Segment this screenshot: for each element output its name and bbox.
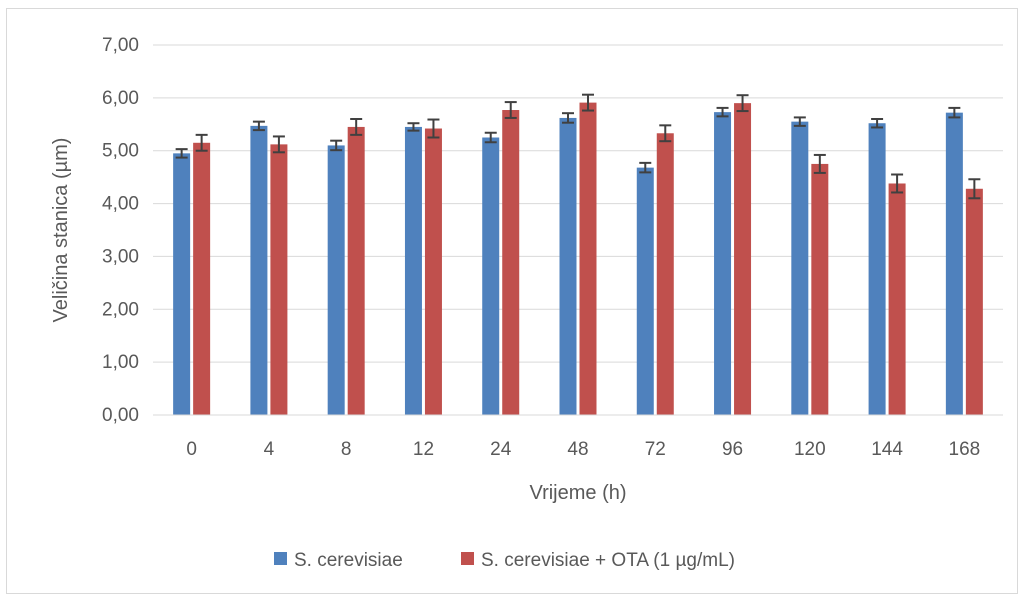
chart-frame: 0,00 1,00 2,00 3,00 4,00 5,00 6,00 7,00 0 4 8 12 24… bbox=[6, 8, 1018, 594]
x-tick-label: 12 bbox=[413, 439, 434, 460]
y-tick-label: 0,00 bbox=[102, 405, 139, 426]
bars bbox=[173, 102, 983, 416]
y-tick-label: 2,00 bbox=[102, 299, 139, 320]
y-tick-label: 4,00 bbox=[102, 194, 139, 215]
x-axis-title: Vrijeme (h) bbox=[529, 482, 626, 504]
y-axis-title: Veličina stanica (µm) bbox=[50, 138, 72, 323]
legend-swatch-s-cerevisiae bbox=[274, 552, 287, 565]
bar bbox=[714, 112, 732, 415]
bar-chart: 0,001,002,003,004,005,006,007,00 0 4 8 12 24… bbox=[50, 35, 1003, 571]
legend-label-s-cerevisiae-ota: S. cerevisiae + OTA (1 µg/mL) bbox=[481, 550, 735, 571]
bar bbox=[734, 103, 752, 416]
x-tick-label: 0 bbox=[186, 439, 197, 460]
y-tick-label: 7,00 bbox=[102, 35, 139, 56]
x-tick-label: 168 bbox=[949, 439, 981, 460]
bar bbox=[656, 133, 674, 415]
bar bbox=[502, 110, 520, 415]
bar bbox=[482, 137, 500, 415]
bar bbox=[193, 142, 211, 416]
bar bbox=[791, 121, 809, 416]
bar bbox=[347, 126, 365, 415]
y-tick-label: 1,00 bbox=[102, 352, 139, 373]
x-tick-label: 96 bbox=[722, 439, 743, 460]
x-tick-label: 4 bbox=[264, 439, 275, 460]
bar bbox=[965, 188, 983, 415]
y-axis-ticks: 0,00 1,00 2,00 3,00 4,00 5,00 6,00 7,00 bbox=[102, 35, 139, 426]
bar bbox=[888, 183, 906, 415]
legend: S. cerevisiae S. cerevisiae + OTA (1 µg/… bbox=[274, 550, 735, 571]
y-tick-label: 3,00 bbox=[102, 246, 139, 267]
x-tick-label: 48 bbox=[567, 439, 588, 460]
x-tick-label: 8 bbox=[341, 439, 352, 460]
x-tick-label: 120 bbox=[794, 439, 826, 460]
x-tick-label: 24 bbox=[490, 439, 512, 460]
x-tick-label: 144 bbox=[871, 439, 903, 460]
bar bbox=[327, 145, 345, 415]
bar bbox=[636, 167, 654, 415]
x-tick-label: 72 bbox=[645, 439, 666, 460]
bar bbox=[404, 126, 422, 415]
bar bbox=[270, 144, 288, 415]
bar bbox=[424, 128, 442, 415]
bar bbox=[559, 117, 577, 415]
y-tick-label: 6,00 bbox=[102, 88, 139, 109]
error-bars bbox=[175, 93, 981, 200]
bar bbox=[868, 123, 886, 415]
bar bbox=[250, 125, 268, 415]
x-axis-ticks: 0 4 8 12 24 48 72 96 120 144 168 bbox=[186, 439, 980, 460]
legend-label-s-cerevisiae: S. cerevisiae bbox=[294, 550, 403, 571]
gridlines bbox=[153, 44, 1003, 363]
legend-swatch-s-cerevisiae-ota bbox=[461, 552, 474, 565]
bar bbox=[945, 112, 963, 416]
bar bbox=[811, 163, 829, 415]
bar bbox=[579, 102, 597, 415]
y-tick-label: 5,00 bbox=[102, 141, 139, 162]
bar bbox=[173, 153, 191, 415]
